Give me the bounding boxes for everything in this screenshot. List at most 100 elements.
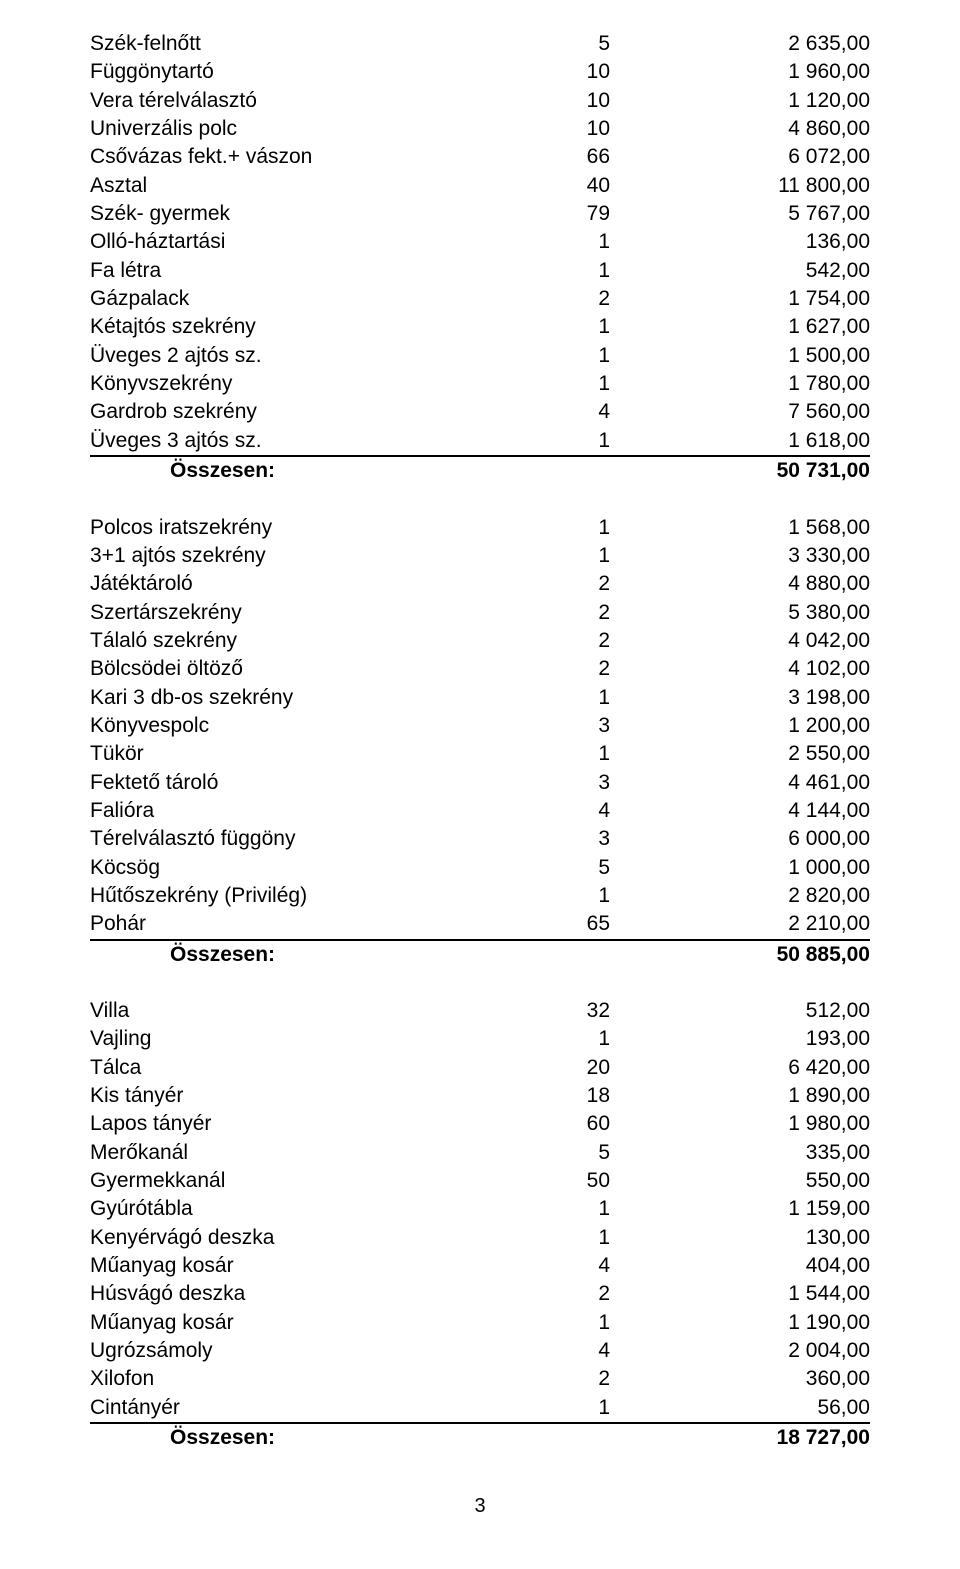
item-name: Lapos tányér — [90, 1110, 520, 1138]
item-name: Gázpalack — [90, 285, 520, 313]
table-row: 3+1 ajtós szekrény13 330,00 — [90, 542, 870, 570]
item-value: 4 144,00 — [610, 797, 870, 825]
item-value: 2 210,00 — [610, 910, 870, 938]
table-row: Köcsög51 000,00 — [90, 854, 870, 882]
section-total: Összesen: 50 885,00 — [90, 939, 870, 969]
table-row: Kari 3 db-os szekrény13 198,00 — [90, 684, 870, 712]
item-name: Húsvágó deszka — [90, 1280, 520, 1308]
item-value: 4 860,00 — [610, 115, 870, 143]
item-qty: 4 — [520, 797, 610, 825]
item-qty: 2 — [520, 1280, 610, 1308]
item-value: 193,00 — [610, 1025, 870, 1053]
item-name: Xilofon — [90, 1365, 520, 1393]
item-qty: 18 — [520, 1082, 610, 1110]
item-qty: 4 — [520, 398, 610, 426]
total-value: 50 731,00 — [690, 457, 870, 485]
item-value: 1 627,00 — [610, 313, 870, 341]
item-value: 2 004,00 — [610, 1337, 870, 1365]
item-value: 3 198,00 — [610, 684, 870, 712]
item-value: 6 420,00 — [610, 1054, 870, 1082]
item-value: 1 200,00 — [610, 712, 870, 740]
item-qty: 1 — [520, 514, 610, 542]
section-gap — [90, 969, 870, 997]
item-name: Cintányér — [90, 1394, 520, 1422]
item-name: Könyvszekrény — [90, 370, 520, 398]
table-row: Fektető tároló34 461,00 — [90, 769, 870, 797]
section-total: Összesen: 50 731,00 — [90, 455, 870, 485]
total-qty — [600, 1424, 690, 1452]
item-name: Szék-felnőtt — [90, 30, 520, 58]
item-name: Asztal — [90, 172, 520, 200]
section-gap — [90, 486, 870, 514]
table-row: Húsvágó deszka21 544,00 — [90, 1280, 870, 1308]
item-value: 5 767,00 — [610, 200, 870, 228]
item-name: Kari 3 db-os szekrény — [90, 684, 520, 712]
item-name: Polcos iratszekrény — [90, 514, 520, 542]
item-qty: 4 — [520, 1252, 610, 1280]
item-qty: 2 — [520, 570, 610, 598]
item-qty: 50 — [520, 1167, 610, 1195]
table-row: Szék-felnőtt52 635,00 — [90, 30, 870, 58]
item-name: Függönytartó — [90, 58, 520, 86]
item-value: 4 102,00 — [610, 655, 870, 683]
item-qty: 60 — [520, 1110, 610, 1138]
section-1: Szék-felnőtt52 635,00 Függönytartó101 96… — [90, 30, 870, 486]
table-row: Műanyag kosár11 190,00 — [90, 1309, 870, 1337]
item-value: 2 635,00 — [610, 30, 870, 58]
item-value: 6 072,00 — [610, 143, 870, 171]
item-name: Hűtőszekrény (Privilég) — [90, 882, 520, 910]
item-qty: 1 — [520, 342, 610, 370]
item-qty: 5 — [520, 30, 610, 58]
item-name: Kétajtós szekrény — [90, 313, 520, 341]
total-value: 50 885,00 — [690, 941, 870, 969]
item-value: 4 880,00 — [610, 570, 870, 598]
table-row: Műanyag kosár4404,00 — [90, 1252, 870, 1280]
table-row: Tálca206 420,00 — [90, 1054, 870, 1082]
section-3: Villa32512,00 Vajling1193,00 Tálca206 42… — [90, 997, 870, 1453]
item-name: Műanyag kosár — [90, 1252, 520, 1280]
item-qty: 5 — [520, 854, 610, 882]
table-row: Vajling1193,00 — [90, 1025, 870, 1053]
item-qty: 2 — [520, 655, 610, 683]
item-qty: 20 — [520, 1054, 610, 1082]
table-row: Polcos iratszekrény11 568,00 — [90, 514, 870, 542]
item-value: 2 550,00 — [610, 740, 870, 768]
item-name: Szertárszekrény — [90, 599, 520, 627]
item-qty: 1 — [520, 370, 610, 398]
item-value: 1 960,00 — [610, 58, 870, 86]
table-row: Gyermekkanál50550,00 — [90, 1167, 870, 1195]
item-name: Gyermekkanál — [90, 1167, 520, 1195]
total-label: Összesen: — [90, 941, 600, 969]
item-value: 3 330,00 — [610, 542, 870, 570]
item-value: 1 568,00 — [610, 514, 870, 542]
item-name: Olló-háztartási — [90, 228, 520, 256]
total-label: Összesen: — [90, 457, 600, 485]
table-row: Falióra44 144,00 — [90, 797, 870, 825]
item-name: 3+1 ajtós szekrény — [90, 542, 520, 570]
item-value: 1 120,00 — [610, 87, 870, 115]
item-name: Merőkanál — [90, 1139, 520, 1167]
table-row: Kis tányér181 890,00 — [90, 1082, 870, 1110]
item-name: Üveges 2 ajtós sz. — [90, 342, 520, 370]
table-row: Szék- gyermek795 767,00 — [90, 200, 870, 228]
item-name: Könyvespolc — [90, 712, 520, 740]
table-row: Villa32512,00 — [90, 997, 870, 1025]
item-qty: 66 — [520, 143, 610, 171]
item-qty: 1 — [520, 228, 610, 256]
table-row: Tükör12 550,00 — [90, 740, 870, 768]
item-qty: 3 — [520, 712, 610, 740]
item-value: 1 780,00 — [610, 370, 870, 398]
table-row: Játéktároló24 880,00 — [90, 570, 870, 598]
item-name: Kis tányér — [90, 1082, 520, 1110]
item-value: 2 820,00 — [610, 882, 870, 910]
table-row: Üveges 3 ajtós sz.11 618,00 — [90, 427, 870, 455]
item-value: 7 560,00 — [610, 398, 870, 426]
document-page: Szék-felnőtt52 635,00 Függönytartó101 96… — [0, 0, 960, 1550]
table-row: Vera térelválasztó101 120,00 — [90, 87, 870, 115]
table-row: Térelválasztó függöny36 000,00 — [90, 825, 870, 853]
table-row: Bölcsödei öltöző24 102,00 — [90, 655, 870, 683]
item-qty: 1 — [520, 257, 610, 285]
item-value: 335,00 — [610, 1139, 870, 1167]
table-row: Fa létra1542,00 — [90, 257, 870, 285]
item-qty: 1 — [520, 882, 610, 910]
